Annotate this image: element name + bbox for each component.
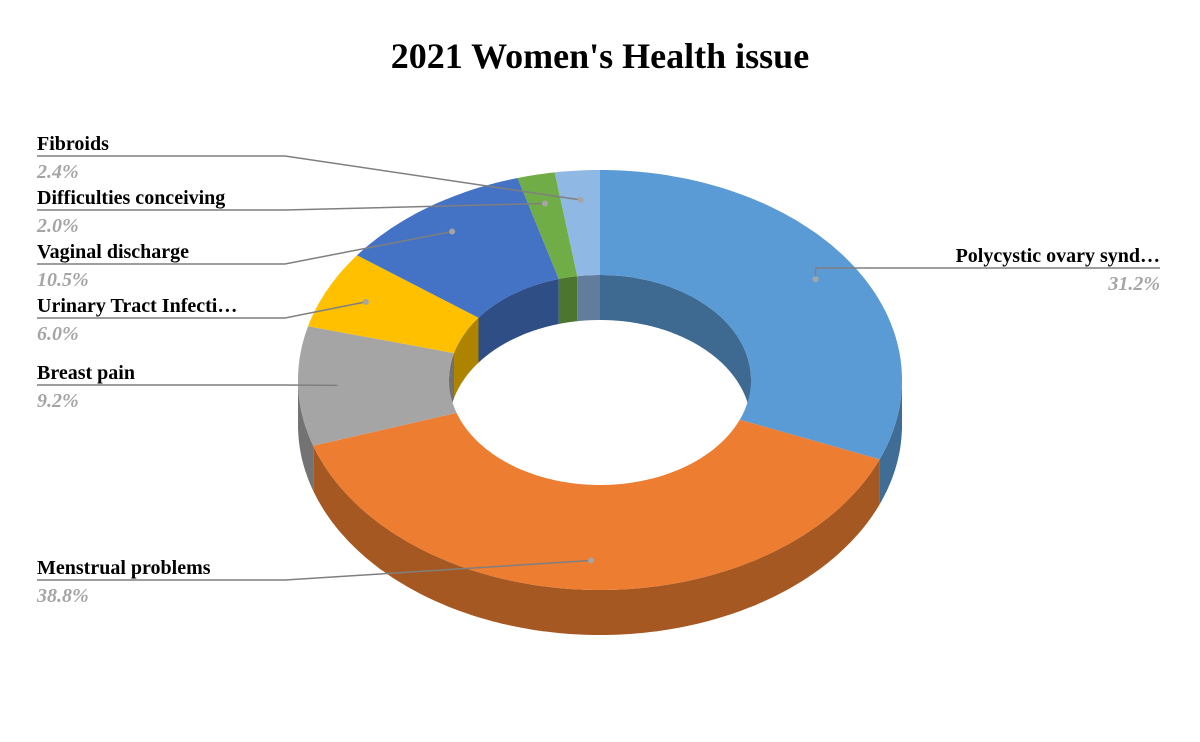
outer-wall xyxy=(313,445,880,635)
leader-line xyxy=(814,267,1160,280)
leader-dot xyxy=(337,382,344,389)
label: Vaginal discharge xyxy=(37,241,189,263)
label: Difficulties conceiving xyxy=(37,187,225,209)
value-label: 6.0% xyxy=(37,323,79,345)
leader-dot xyxy=(577,196,584,203)
outer-wall xyxy=(298,380,314,491)
value-label: 10.5% xyxy=(37,269,89,291)
slice xyxy=(600,170,902,460)
leader-line xyxy=(37,202,546,211)
inner-wall xyxy=(478,279,559,363)
leader-line xyxy=(37,559,592,581)
chart-title: 2021 Women's Health issue xyxy=(391,36,809,76)
inner-wall xyxy=(600,275,751,425)
leader-dot xyxy=(541,200,548,207)
label: Polycystic ovary synd… xyxy=(956,245,1160,267)
slice xyxy=(298,326,457,446)
label: Fibroids xyxy=(37,133,109,155)
leader-dot xyxy=(812,276,819,283)
leader-line xyxy=(37,155,581,201)
leader-dot xyxy=(449,228,456,235)
label: Menstrual problems xyxy=(37,557,211,579)
value-label: 2.0% xyxy=(36,215,79,237)
slice xyxy=(357,178,559,318)
inner-wall xyxy=(577,275,600,322)
leader-dot xyxy=(362,298,369,305)
value-label: 38.8% xyxy=(36,585,89,607)
leader-line xyxy=(37,301,366,319)
slice xyxy=(313,412,880,590)
slice xyxy=(308,255,479,354)
value-label: 31.2% xyxy=(1107,273,1160,295)
leader-dot xyxy=(588,557,595,564)
leader-line xyxy=(37,230,453,265)
outer-wall xyxy=(879,380,902,505)
label: Breast pain xyxy=(37,362,135,384)
value-label: 2.4% xyxy=(36,161,79,183)
inner-wall xyxy=(454,317,479,399)
slice xyxy=(554,170,600,277)
value-label: 9.2% xyxy=(37,390,79,412)
inner-wall xyxy=(558,276,578,324)
slice xyxy=(517,172,578,279)
label: Urinary Tract Infecti… xyxy=(37,295,237,317)
